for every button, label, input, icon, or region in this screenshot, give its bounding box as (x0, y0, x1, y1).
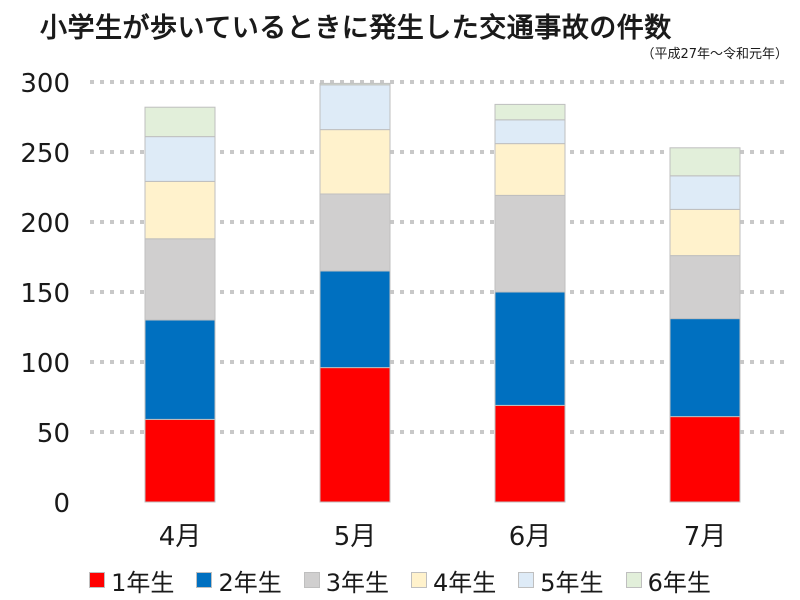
bar-segment (144, 180, 216, 240)
x-tick-label: 5月 (334, 522, 377, 552)
chart-subtitle: （平成27年～令和元年） (641, 47, 788, 62)
legend-label: 1年生 (111, 568, 175, 597)
y-tick-label: 0 (53, 489, 70, 519)
bar-segment (669, 318, 741, 418)
y-tick-label: 250 (20, 139, 70, 169)
x-axis-ticks: 4月 5月 6月 7月 (159, 522, 727, 552)
title-block: 小学生が歩いているときに発生した交通事故の件数 （平成27年～令和元年） (0, 0, 800, 70)
bar-segment (494, 291, 566, 406)
bar-segment (494, 103, 566, 121)
bar-segment (669, 255, 741, 320)
bar-segment (319, 193, 391, 272)
legend-item: 5年生 (518, 563, 604, 598)
bar-segment (319, 367, 391, 503)
legend-label: 3年生 (325, 568, 389, 597)
y-axis-ticks: 0 50 100 150 200 250 300 (20, 69, 70, 519)
legend-swatch (303, 572, 320, 588)
legend-item: 3年生 (303, 563, 389, 598)
bar-segment (669, 147, 741, 177)
stacked-bar-chart: 0 50 100 150 200 250 300 4月 5月 6月 7月 (20, 69, 790, 552)
bar-segment (494, 404, 566, 503)
legend-swatch (411, 572, 427, 588)
bar-segment (144, 418, 216, 503)
legend-swatch (196, 572, 213, 588)
legend-item: 4年生 (411, 563, 496, 598)
legend-item: 6年生 (625, 563, 711, 598)
legend-label: 4年生 (433, 568, 497, 597)
bar-segment (494, 194, 566, 293)
legend-swatch (518, 572, 535, 588)
legend-label: 6年生 (647, 568, 711, 597)
legend-label: 2年生 (218, 568, 282, 597)
y-tick-label: 200 (20, 209, 70, 239)
bar-segment (319, 82, 391, 86)
bar-segment (144, 238, 216, 321)
bar-segment (319, 129, 391, 195)
legend: 1年生 2年生 3年生 4年生 5年生 6年生 (0, 560, 800, 600)
bar-segment (144, 319, 216, 420)
x-tick-label: 4月 (159, 522, 202, 552)
x-tick-label: 7月 (684, 522, 727, 552)
y-tick-label: 150 (20, 279, 70, 309)
bar-segment (144, 136, 216, 182)
y-tick-label: 300 (20, 69, 70, 99)
bar-segment (144, 106, 216, 138)
bar-segment (494, 143, 566, 196)
bar-segment (319, 84, 391, 131)
legend-item: 2年生 (196, 563, 282, 598)
bars (144, 82, 741, 503)
bar-segment (669, 208, 741, 257)
bar-segment (319, 270, 391, 369)
bar-segment (494, 119, 566, 145)
legend-label: 5年生 (540, 568, 604, 597)
bar-segment (669, 175, 741, 210)
chart-title: 小学生が歩いているときに発生した交通事故の件数 (40, 13, 672, 44)
legend-item: 1年生 (89, 563, 174, 598)
x-tick-label: 6月 (509, 522, 552, 552)
y-tick-label: 50 (37, 419, 70, 449)
legend-swatch (625, 572, 642, 588)
y-tick-label: 100 (20, 349, 70, 379)
bar-segment (669, 416, 741, 503)
legend-swatch (89, 572, 106, 588)
